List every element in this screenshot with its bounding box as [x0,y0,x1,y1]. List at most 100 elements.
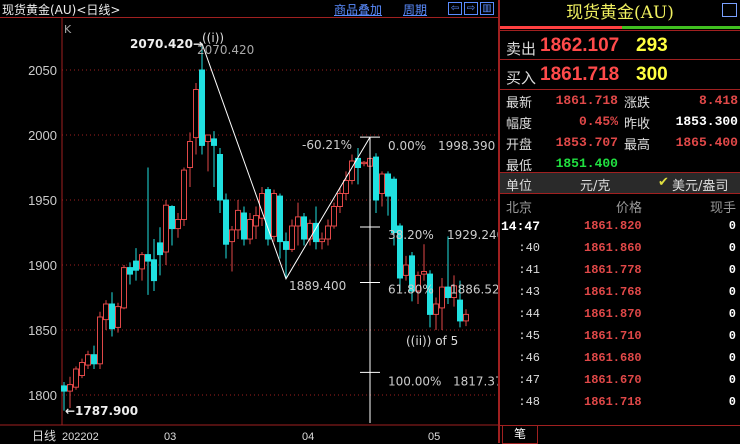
tick-volume: 0 [728,395,736,409]
candle-body [163,204,169,253]
candle-body [205,134,211,142]
stat-value: 0.45% [578,114,618,129]
fib-pct-label: 61.80% [388,283,434,297]
candle-body [187,141,193,168]
tick-volume: 0 [728,307,736,321]
candle-body [247,219,253,240]
stat-value: 1853.300 [675,114,738,129]
tab-bar: 笔 [500,425,740,444]
fib-price-label: 1929.240 [447,228,498,242]
tick-volume: 0 [728,219,736,233]
candle-body [73,368,79,388]
tab-ticks[interactable]: 笔 [502,426,538,444]
y-tick-label: 2050 [28,63,57,78]
candle-body [373,156,379,201]
tick-row: :48 1861.718 0 [500,392,740,414]
sell-label: 卖出 [506,40,537,58]
tick-volume: 0 [728,351,736,365]
tick-volume: 0 [728,263,736,277]
candle-body [241,212,247,240]
arrow-left-icon[interactable]: ⇦ [448,2,462,15]
overlay-commodity-link[interactable]: 商品叠加 [334,3,383,17]
candle-body [319,238,325,243]
candle-body [265,189,271,240]
stat-value: 1861.718 [555,93,618,108]
candle-body [433,303,439,315]
stat-label: 开盘 [506,138,533,153]
stat-label: 昨收 [624,117,651,132]
sell-volume: 293 [636,35,668,56]
candle-body [145,254,151,262]
x-tick-label: 05 [428,431,440,443]
stat-label: 最新 [506,96,533,111]
candle-body [139,254,145,270]
title-bar: 现货黄金(AU)<日线> 商品叠加 周期 ⇦ ⇨ ▥ [0,0,498,18]
candle-body [403,264,409,276]
y-tick-label: 1900 [28,258,57,273]
high-value-label: 2070.420 [197,43,254,57]
candle-body [193,89,199,139]
tick-time: :45 [518,329,540,343]
low-marker: ←1787.900 [65,404,138,418]
tick-time: 14:47 [500,219,540,234]
candle-body [235,209,241,231]
layout-icon[interactable]: ▥ [480,2,494,15]
period-link[interactable]: 周期 [403,3,428,17]
high-marker: 2070.420→ [130,37,203,51]
candle-body [283,241,289,250]
maximize-icon[interactable] [722,3,737,17]
candle-body [307,222,313,240]
tick-row: 14:47 1861.820 0 [500,216,740,238]
candle-body [199,69,205,146]
candle-body [343,180,349,194]
candle-body [289,225,295,250]
stat-label: 最高 [624,138,651,153]
arrow-right-icon[interactable]: ⇨ [464,2,478,15]
stat-label: 最低 [506,159,533,174]
tick-price: 1861.860 [584,241,642,255]
tick-row: :46 1861.680 0 [500,348,740,370]
chart-title: 现货黄金(AU)<日线> [2,3,121,17]
fib-price-label: 1817.37 [453,374,498,388]
stat-value: 1865.400 [675,135,738,150]
wave-line [201,43,371,280]
tick-row: :44 1861.870 0 [500,304,740,326]
tick-row: :43 1861.768 0 [500,282,740,304]
header-time: 北京 [506,201,533,216]
fib-pct-label: 100.00% [388,374,441,388]
candle-body [175,219,181,230]
y-tick-label: 1800 [28,388,57,403]
wave-label-top: ((i)) [202,31,224,45]
candle-body [169,206,175,230]
unit-usd-option[interactable]: 美元/盎司 [672,179,729,194]
tick-row: :40 1861.860 0 [500,238,740,260]
tick-price: 1861.680 [584,351,642,365]
tick-time: :47 [518,373,540,387]
tick-volume: 0 [728,373,736,387]
candle-body [295,216,301,227]
candle-body [253,215,259,227]
candle-body [97,316,103,365]
stat-label: 幅度 [506,117,533,132]
candle-body [121,267,127,309]
fib-price-label: 1998.390 [438,139,495,153]
tick-price: 1861.710 [584,329,642,343]
kline-chart[interactable]: 2050 2000 1950 1900 1850 1800 K 日线 202202 03 04 05 0… [0,18,498,443]
tick-time: :44 [518,307,540,321]
unit-cny-option[interactable]: 元/克 [580,179,611,194]
buy-sell-ratio-up [500,26,622,29]
candle-body [103,303,109,321]
header-volume: 现手 [709,201,736,216]
unit-label: 单位 [506,179,533,194]
tick-price: 1861.768 [584,285,642,299]
buy-row: 买入 1861.718 300 [500,60,740,90]
sell-price: 1862.107 [540,35,620,56]
buy-price: 1861.718 [540,64,620,85]
candle-body [361,161,367,165]
candle-body [457,299,463,322]
tick-volume: 0 [728,241,736,255]
candle-body [325,225,331,240]
tick-row: :47 1861.670 0 [500,370,740,392]
tick-price: 1861.670 [584,373,642,387]
unit-row: 单位 元/克 ✔ 美元/盎司 [500,172,740,194]
